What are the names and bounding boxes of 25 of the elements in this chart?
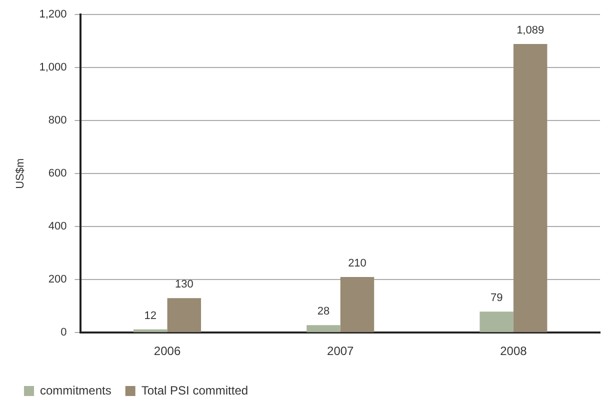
x-tick-label: 2007 <box>327 344 354 358</box>
data-label: 130 <box>174 278 194 291</box>
bar <box>340 276 374 332</box>
data-label: 28 <box>317 306 330 318</box>
y-tick-label: 0 <box>60 326 67 339</box>
x-tick-label: 2006 <box>154 344 181 358</box>
y-tick-label: 200 <box>48 274 67 286</box>
data-label: 1,089 <box>516 24 544 37</box>
y-tick-label: 600 <box>48 168 67 180</box>
y-tick-label: 1,000 <box>39 62 67 74</box>
y-tick-label: 800 <box>48 114 67 127</box>
bar <box>513 44 548 332</box>
legend-label: Total PSI committed <box>141 383 248 398</box>
bar <box>167 298 202 332</box>
y-tick-label: 1,200 <box>39 8 67 21</box>
bar <box>134 329 168 332</box>
data-label: 79 <box>490 292 503 304</box>
legend-label: commitments <box>40 383 112 398</box>
y-axis-title: US$m <box>14 158 27 189</box>
data-label: 210 <box>348 257 366 270</box>
data-label: 12 <box>144 310 157 322</box>
bar <box>306 325 340 332</box>
x-tick-label: 2008 <box>500 344 528 358</box>
y-tick-label: 400 <box>48 220 67 233</box>
bar <box>480 312 514 332</box>
